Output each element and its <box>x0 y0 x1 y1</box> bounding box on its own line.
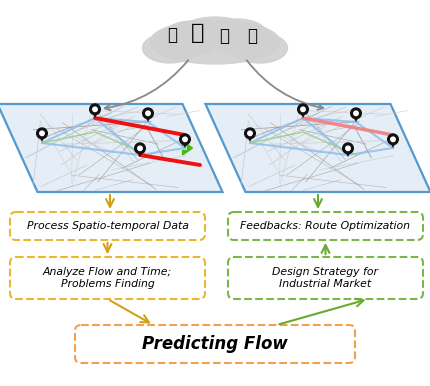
Circle shape <box>37 128 47 139</box>
Circle shape <box>143 108 154 119</box>
Polygon shape <box>206 104 430 192</box>
Circle shape <box>248 131 252 135</box>
Polygon shape <box>144 115 152 122</box>
Text: Predicting Flow: Predicting Flow <box>142 335 288 353</box>
Polygon shape <box>246 135 254 142</box>
Circle shape <box>135 143 145 154</box>
Circle shape <box>180 134 190 145</box>
Polygon shape <box>352 115 360 122</box>
Text: Process Spatio-temporal Data: Process Spatio-temporal Data <box>27 221 188 231</box>
Circle shape <box>301 107 305 112</box>
Text: 🏍: 🏍 <box>167 26 177 44</box>
Text: Feedbacks: Route Optimization: Feedbacks: Route Optimization <box>240 221 411 231</box>
Text: Analyze Flow and Time;
Problems Finding: Analyze Flow and Time; Problems Finding <box>43 267 172 289</box>
Polygon shape <box>344 150 352 157</box>
Circle shape <box>354 111 358 115</box>
Polygon shape <box>91 111 99 118</box>
Circle shape <box>40 131 44 135</box>
Circle shape <box>183 137 187 142</box>
FancyBboxPatch shape <box>10 212 205 240</box>
Text: Design Strategy for
Industrial Market: Design Strategy for Industrial Market <box>273 267 378 289</box>
Text: 🚌: 🚌 <box>191 23 205 43</box>
Polygon shape <box>0 104 222 192</box>
Polygon shape <box>136 150 144 157</box>
Circle shape <box>90 104 100 115</box>
Circle shape <box>388 134 398 145</box>
FancyArrow shape <box>182 141 193 155</box>
Ellipse shape <box>142 33 197 63</box>
Circle shape <box>298 104 308 115</box>
FancyBboxPatch shape <box>228 212 423 240</box>
Circle shape <box>346 146 350 151</box>
Circle shape <box>391 137 395 142</box>
Circle shape <box>343 143 353 154</box>
FancyBboxPatch shape <box>228 257 423 299</box>
Circle shape <box>93 107 97 112</box>
Ellipse shape <box>208 19 268 53</box>
FancyBboxPatch shape <box>10 257 205 299</box>
Circle shape <box>146 111 150 115</box>
Ellipse shape <box>233 33 288 63</box>
Text: 🚗: 🚗 <box>219 27 229 45</box>
Polygon shape <box>181 141 189 148</box>
Polygon shape <box>38 135 46 142</box>
Ellipse shape <box>150 20 280 64</box>
Circle shape <box>138 146 142 151</box>
Circle shape <box>245 128 255 139</box>
Text: 🚲: 🚲 <box>247 27 257 45</box>
Polygon shape <box>389 141 397 148</box>
Circle shape <box>351 108 361 119</box>
Ellipse shape <box>180 17 250 47</box>
Ellipse shape <box>162 21 222 55</box>
FancyBboxPatch shape <box>75 325 355 363</box>
Polygon shape <box>299 111 307 118</box>
